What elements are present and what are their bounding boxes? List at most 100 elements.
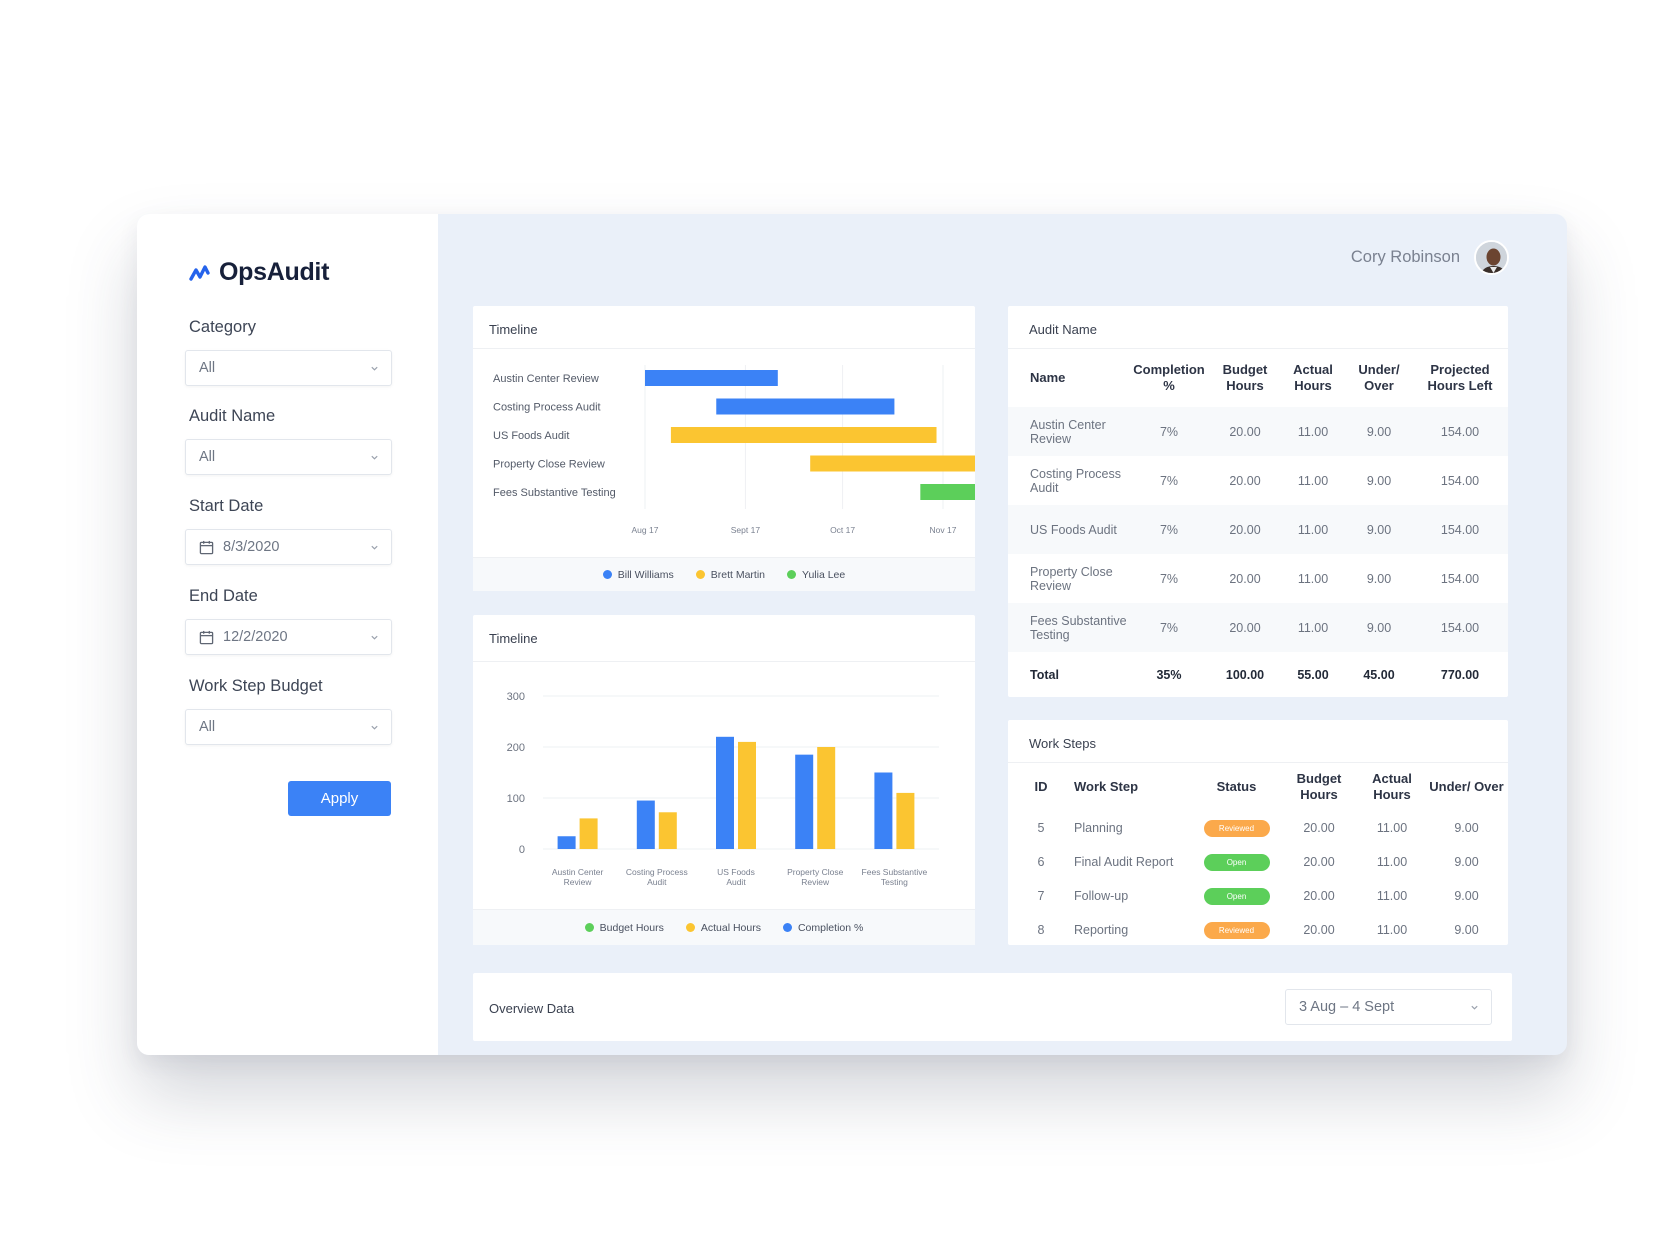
category-select[interactable]: All bbox=[185, 350, 392, 386]
app-logo[interactable]: OpsAudit bbox=[189, 258, 329, 287]
status-cell: Reviewed bbox=[1194, 811, 1279, 845]
end-date-label: End Date bbox=[189, 587, 258, 605]
apply-button[interactable]: Apply bbox=[288, 781, 391, 816]
bar-x-label: Fees Substantive bbox=[862, 867, 928, 877]
column-header: Under/ Over bbox=[1429, 779, 1504, 794]
table-cell: 20.00 bbox=[1229, 571, 1261, 586]
table-cell: 8 bbox=[1037, 923, 1045, 937]
gantt-x-tick: Nov 17 bbox=[930, 525, 957, 535]
column-header: Budget Hours bbox=[1222, 362, 1268, 393]
legend-dot bbox=[685, 923, 695, 932]
legend-item: Brett Martin bbox=[695, 568, 766, 581]
legend-dot bbox=[782, 923, 792, 932]
table-cell: 11.00 bbox=[1376, 821, 1408, 835]
column-header: ID bbox=[1034, 779, 1048, 794]
bar-x-label: Testing bbox=[881, 877, 908, 887]
table-cell: 20.00 bbox=[1303, 821, 1335, 835]
audit-name-cell: Fees Substantive Testing bbox=[1030, 613, 1127, 642]
total-row: Total 35% 100.00 55.00 45.00 770.00 bbox=[1008, 652, 1508, 698]
work-step-cell: Planning bbox=[1074, 821, 1123, 835]
table-row[interactable]: Austin Center Review 7% 20.00 11.00 9.00 154.… bbox=[1008, 407, 1508, 456]
column-header: Under/ Over bbox=[1358, 362, 1400, 393]
table-cell: 11.00 bbox=[1376, 855, 1408, 869]
total-cell: Total bbox=[1030, 668, 1059, 682]
table-cell: 11.00 bbox=[1297, 473, 1329, 488]
start-date-picker[interactable]: 8/3/2020 bbox=[185, 529, 392, 565]
table-cell: 11.00 bbox=[1376, 889, 1408, 903]
table-cell: 154.00 bbox=[1440, 522, 1480, 537]
chevron-down-icon bbox=[371, 545, 378, 550]
column-header: Actual Hours bbox=[1372, 771, 1412, 802]
audit-name-value: All bbox=[199, 449, 216, 465]
table-cell: 7% bbox=[1159, 473, 1179, 488]
gantt-task-label: Costing Process Audit bbox=[493, 402, 601, 414]
logo-icon bbox=[189, 264, 210, 281]
table-cell: 20.00 bbox=[1303, 923, 1335, 937]
bar-legend: Budget Hours Actual Hours Completion % bbox=[473, 909, 975, 945]
audit-table-card: Audit Name Name Completion % Budget Hours A… bbox=[1008, 306, 1508, 697]
table-cell: 7% bbox=[1159, 424, 1179, 439]
table-row[interactable]: Costing Process Audit 7% 20.00 11.00 9.00 154… bbox=[1008, 456, 1508, 505]
overview-card: Overview Data 3 Aug – 4 Sept bbox=[473, 973, 1512, 1041]
status-badge: Open bbox=[1203, 887, 1270, 905]
table-row[interactable]: Fees Substantive Testing 7% 20.00 11.00 9.00… bbox=[1008, 603, 1508, 652]
audit-table: Name Completion % Budget Hours Actual Hours… bbox=[1008, 349, 1508, 698]
card-divider bbox=[1008, 348, 1508, 349]
table-cell: 9.00 bbox=[1454, 889, 1479, 903]
end-date-picker[interactable]: 12/2/2020 bbox=[185, 619, 392, 655]
bar-x-label: Review bbox=[564, 877, 593, 887]
bar bbox=[817, 747, 836, 849]
table-cell: 9.00 bbox=[1366, 473, 1392, 488]
card-divider bbox=[473, 661, 975, 662]
status-cell: Reviewed bbox=[1194, 913, 1279, 947]
chevron-down-icon bbox=[371, 366, 378, 371]
bar bbox=[636, 800, 655, 849]
gantt-x-tick: Aug 17 bbox=[632, 525, 659, 535]
table-cell: 154.00 bbox=[1440, 571, 1480, 586]
work-steps-wrapper: ID Work Step Status Budget Hours Actual Hour… bbox=[1008, 763, 1508, 947]
legend-label: Budget Hours bbox=[599, 921, 664, 934]
work-step-budget-select[interactable]: All bbox=[185, 709, 392, 745]
calendar-icon bbox=[199, 630, 214, 644]
legend-item: Budget Hours bbox=[584, 921, 664, 934]
gantt-bar bbox=[920, 484, 975, 500]
table-cell: 9.00 bbox=[1454, 855, 1479, 869]
table-cell: 20.00 bbox=[1229, 620, 1261, 635]
audit-name-cell: Austin Center Review bbox=[1030, 417, 1106, 446]
bar-y-tick: 300 bbox=[507, 691, 525, 703]
category-label: Category bbox=[189, 318, 256, 336]
table-cell: 20.00 bbox=[1229, 522, 1261, 537]
audit-name-cell: US Foods Audit bbox=[1030, 522, 1117, 537]
app-window: OpsAudit Category All Audit Name All Sta… bbox=[137, 214, 1567, 1055]
table-cell: 6 bbox=[1037, 855, 1045, 869]
table-cell: 154.00 bbox=[1440, 424, 1480, 439]
table-cell: 9.00 bbox=[1366, 620, 1392, 635]
avatar-image bbox=[1476, 242, 1507, 273]
timeline-bar-card: Timeline 0 100 200 300 Austin Center Review Co… bbox=[473, 615, 975, 945]
work-steps-title: Work Steps bbox=[1029, 736, 1096, 751]
legend-dot bbox=[602, 570, 612, 579]
table-row[interactable]: US Foods Audit 7% 20.00 11.00 9.00 154.00 bbox=[1008, 505, 1508, 554]
legend-label: Brett Martin bbox=[710, 568, 766, 581]
work-step-budget-label: Work Step Budget bbox=[189, 677, 323, 695]
table-cell: 7% bbox=[1159, 522, 1179, 537]
calendar-icon bbox=[199, 540, 214, 554]
overview-title: Overview Data bbox=[489, 1001, 575, 1016]
card-divider bbox=[1008, 762, 1508, 763]
table-row[interactable]: Property Close Review 7% 20.00 11.00 9.00 154… bbox=[1008, 554, 1508, 603]
gantt-chart: Aug 17 Sept 17 Oct 17 Nov 17 Austin Center R… bbox=[493, 365, 975, 535]
date-range-select[interactable]: 3 Aug – 4 Sept bbox=[1285, 989, 1492, 1025]
table-row[interactable]: 6 Final Audit Report Open 20.00 11.00 9.00 bbox=[1008, 845, 1508, 879]
table-row[interactable]: 5 Planning Reviewed 20.00 11.00 9.00 bbox=[1008, 811, 1508, 845]
column-header: Actual Hours bbox=[1293, 362, 1333, 393]
table-row[interactable]: 7 Follow-up Open 20.00 11.00 9.00 bbox=[1008, 879, 1508, 913]
work-steps-header: ID Work Step Status Budget Hours Actual Hour… bbox=[1008, 763, 1508, 811]
audit-name-select[interactable]: All bbox=[185, 439, 392, 475]
table-cell: 7% bbox=[1159, 620, 1179, 635]
bar bbox=[738, 741, 756, 849]
avatar[interactable] bbox=[1474, 240, 1509, 275]
work-step-cell: Final Audit Report bbox=[1074, 855, 1174, 869]
table-row[interactable]: 8 Reporting Reviewed 20.00 11.00 9.00 bbox=[1008, 913, 1508, 947]
user-menu[interactable]: Cory Robinson bbox=[1351, 240, 1509, 275]
table-cell: 9.00 bbox=[1366, 571, 1392, 586]
